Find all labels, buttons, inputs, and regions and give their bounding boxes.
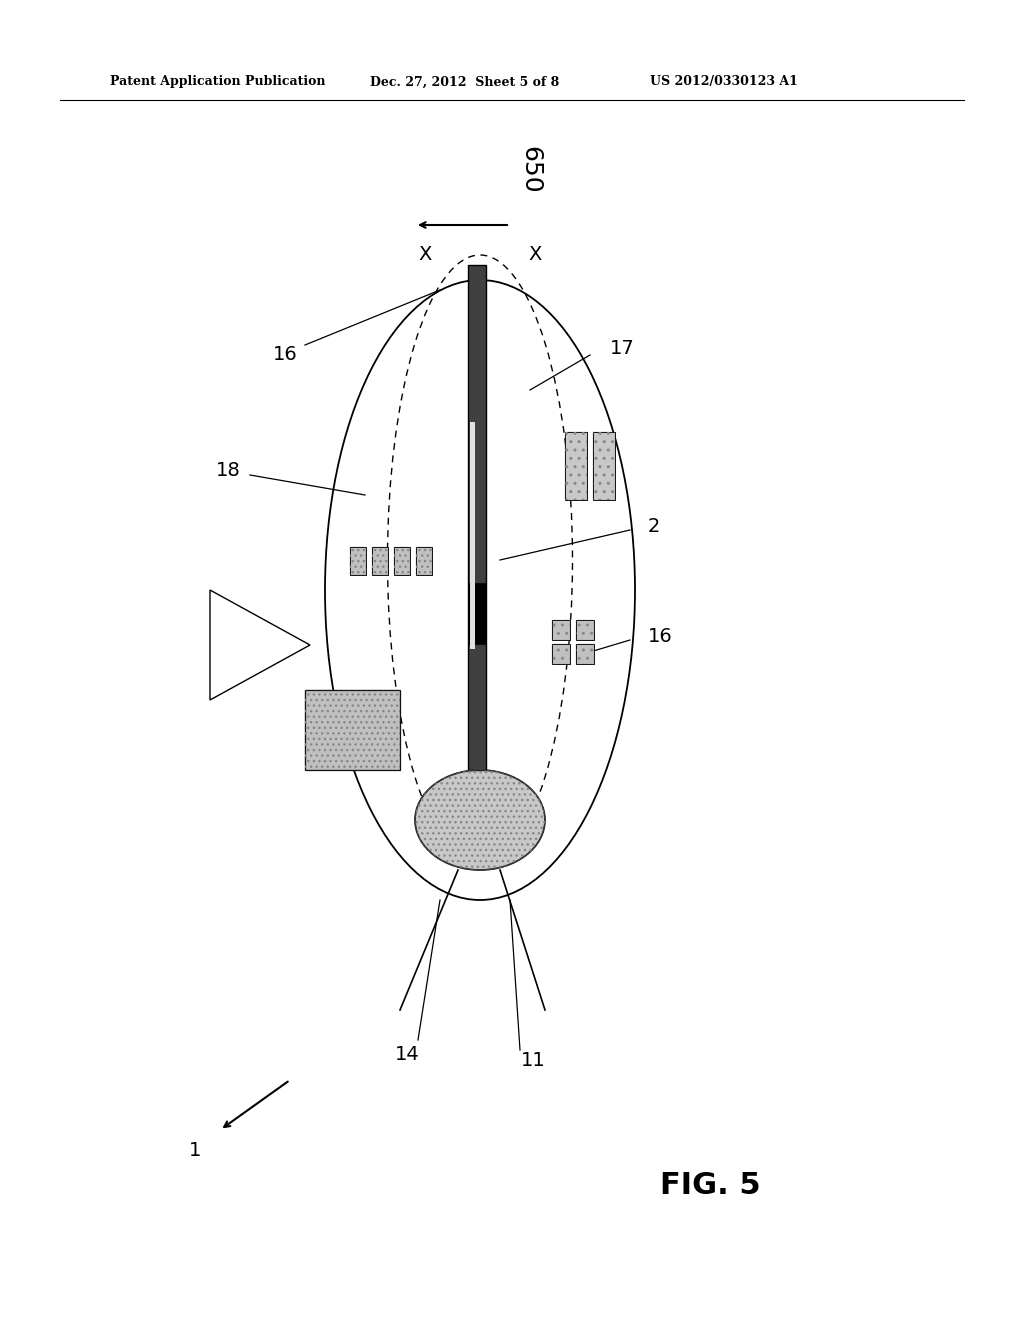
Bar (552, 644, 570, 664)
Bar (552, 620, 570, 640)
Text: 16: 16 (272, 346, 297, 364)
Bar (394, 546, 410, 576)
Bar (552, 620, 570, 640)
Text: 14: 14 (394, 1045, 420, 1064)
Bar (575, 644, 594, 664)
Bar (372, 546, 388, 576)
Bar (468, 265, 486, 770)
Text: 16: 16 (648, 627, 673, 645)
Bar (394, 546, 410, 576)
Text: X: X (419, 246, 432, 264)
Bar (565, 432, 587, 500)
Bar (350, 546, 366, 576)
Bar (575, 620, 594, 640)
Text: 2: 2 (648, 516, 660, 536)
Bar (305, 690, 400, 770)
Bar (575, 620, 594, 640)
Text: 1: 1 (188, 1140, 201, 1159)
Bar (416, 546, 432, 576)
Bar (593, 432, 615, 500)
Text: 11: 11 (520, 1051, 546, 1069)
Text: US 2012/0330123 A1: US 2012/0330123 A1 (650, 75, 798, 88)
Bar (416, 546, 432, 576)
Bar (372, 546, 388, 576)
Text: X: X (528, 246, 542, 264)
Text: FIG. 5: FIG. 5 (660, 1171, 761, 1200)
Text: 650: 650 (518, 147, 542, 194)
Text: 17: 17 (610, 338, 635, 358)
Text: Dec. 27, 2012  Sheet 5 of 8: Dec. 27, 2012 Sheet 5 of 8 (370, 75, 559, 88)
Bar (350, 546, 366, 576)
Text: Patent Application Publication: Patent Application Publication (110, 75, 326, 88)
Bar (593, 432, 615, 500)
Bar (552, 644, 570, 664)
Ellipse shape (415, 770, 545, 870)
Bar (565, 432, 587, 500)
Bar (575, 644, 594, 664)
Bar (470, 421, 475, 649)
Bar (468, 583, 486, 644)
Bar (305, 690, 400, 770)
Text: 18: 18 (216, 461, 241, 479)
